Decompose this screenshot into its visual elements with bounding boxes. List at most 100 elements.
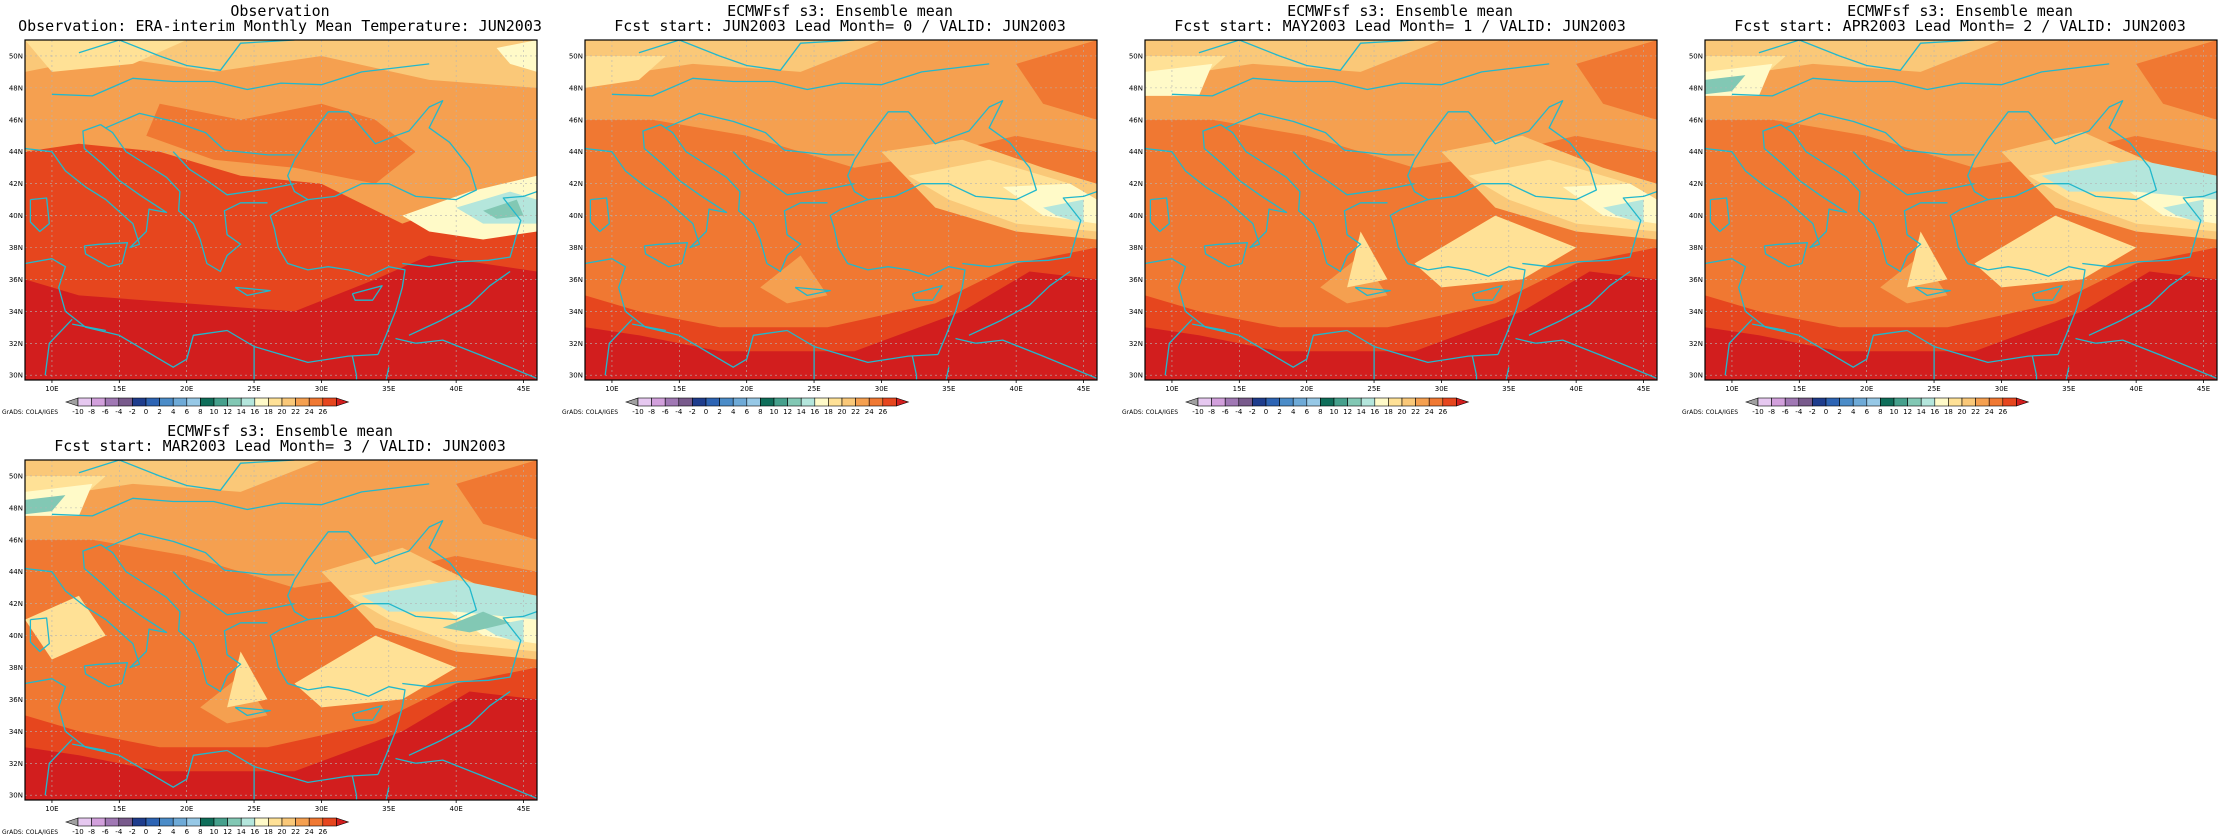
coastline (1354, 286, 1391, 297)
lon-tick-label: 10E (45, 805, 58, 813)
colorbar-box (213, 817, 228, 827)
lon-tick-label: 10E (1165, 385, 1178, 393)
lat-tick-label: 34N (569, 308, 583, 316)
temperature-contour-region (1347, 231, 1388, 288)
lon-tick-label: 25E (247, 805, 260, 813)
coastline (395, 757, 537, 800)
coastline (660, 124, 828, 273)
colorbar-label: 18 (264, 828, 273, 836)
colorbar-label: 4 (1851, 408, 1856, 416)
colorbar-label: 8 (1318, 408, 1322, 416)
colorbar-label: 8 (198, 408, 202, 416)
lon-tick-label: 15E (113, 385, 126, 393)
colorbar-label: 10 (770, 408, 779, 416)
lat-tick-label: 34N (9, 308, 23, 316)
panel-title: ECMWFsf s3: Ensemble mean (167, 422, 393, 440)
coastline (1471, 355, 1478, 380)
map-frame (584, 39, 1098, 381)
coastline (638, 40, 855, 71)
grads-credit: GrADS: COLA/IGES (562, 409, 618, 416)
colorbar-box (77, 817, 92, 827)
coastline (589, 197, 610, 233)
colorbar-box (322, 397, 337, 407)
temperature-contour-region (2041, 159, 2217, 200)
lon-tick-label: 15E (113, 805, 126, 813)
coastline (911, 285, 943, 301)
colorbar-box (1880, 397, 1895, 407)
colorbar-label: 14 (237, 828, 246, 836)
lon-tick-label: 25E (807, 385, 820, 393)
coastline (351, 705, 383, 721)
coastline (25, 678, 379, 788)
temperature-contour-region (1576, 40, 1657, 120)
lon-tick-label: 30E (1995, 385, 2008, 393)
colorbar-label: -8 (648, 408, 655, 416)
colorbar-box (773, 397, 788, 407)
colorbar-box (746, 397, 761, 407)
coastline (1705, 123, 1848, 249)
panel-subtitle: Fcst start: MAR2003 Lead Month= 3 / VALI… (54, 437, 506, 455)
colorbar-label: 20 (838, 408, 847, 416)
coastline (2031, 285, 2063, 301)
colorbar-label: 10 (1330, 408, 1339, 416)
lon-tick-label: 25E (1367, 385, 1380, 393)
temperature-contour-region (1907, 231, 1948, 288)
colorbar-label: 26 (1438, 408, 1447, 416)
colorbar-box (145, 397, 160, 407)
colorbar-box (651, 397, 666, 407)
coastline (1389, 138, 1526, 355)
lat-tick-label: 30N (9, 372, 23, 380)
lat-tick-label: 50N (1689, 52, 1703, 60)
coastline (2216, 143, 2217, 146)
colorbar-label: -2 (1809, 408, 1816, 416)
colorbar-box (281, 817, 296, 827)
colorbar-box (692, 397, 707, 407)
colorbar-box (1798, 397, 1813, 407)
coastline (44, 738, 73, 796)
colorbar-box (1988, 397, 2004, 407)
colorbar-arrow-right (336, 817, 350, 827)
colorbar-label: 6 (1865, 408, 1870, 416)
map-frame (1144, 39, 1658, 381)
colorbar-label: 10 (210, 408, 219, 416)
colorbar-arrow-left (1185, 397, 1199, 407)
lat-tick-label: 44N (9, 148, 23, 156)
coastline (44, 318, 73, 376)
lat-tick-label: 50N (9, 52, 23, 60)
colorbar-box (1238, 397, 1253, 407)
lat-tick-label: 44N (9, 568, 23, 576)
colorbar-box (1252, 397, 1267, 407)
lat-tick-label: 30N (569, 372, 583, 380)
colorbar-box (132, 817, 147, 827)
colorbar-arrow-left (65, 817, 79, 827)
colorbar-box (268, 817, 283, 827)
colorbar-label: 14 (797, 408, 806, 416)
coastline (1192, 323, 1226, 332)
colorbar-label: 14 (1357, 408, 1366, 416)
coastline (1198, 40, 1415, 71)
coastline (911, 355, 918, 380)
lon-tick-label: 20E (180, 805, 193, 813)
coastline (269, 558, 406, 775)
temperature-map: 10E 15E 20E 25E 30E 35E 40E 45E 30N 32N 34N 36N 38N 4… (1122, 39, 1658, 416)
colorbar-label: 26 (318, 408, 327, 416)
lat-tick-label: 38N (569, 244, 583, 252)
colorbar-box (732, 397, 748, 407)
coastline (1427, 100, 1598, 201)
colorbar-label: -2 (689, 408, 696, 416)
coastline (1785, 112, 1975, 156)
temperature-contour-region (1043, 199, 1084, 224)
colorbar-box (1279, 397, 1294, 407)
lon-tick-label: 10E (605, 385, 618, 393)
coastline (962, 190, 1097, 268)
colorbar-label: 2 (157, 828, 161, 836)
coastline (1852, 151, 1975, 196)
lat-tick-label: 48N (569, 84, 583, 92)
grads-credit: GrADS: COLA/IGES (1122, 409, 1178, 416)
panel-subtitle: Fcst start: APR2003 Lead Month= 2 / VALI… (1734, 17, 2186, 35)
lon-tick-label: 35E (1502, 385, 1515, 393)
colorbar-box (1866, 397, 1881, 407)
colorbar-box (1320, 397, 1335, 407)
temperature-contour-region (1603, 199, 1644, 224)
coastline (351, 775, 358, 800)
